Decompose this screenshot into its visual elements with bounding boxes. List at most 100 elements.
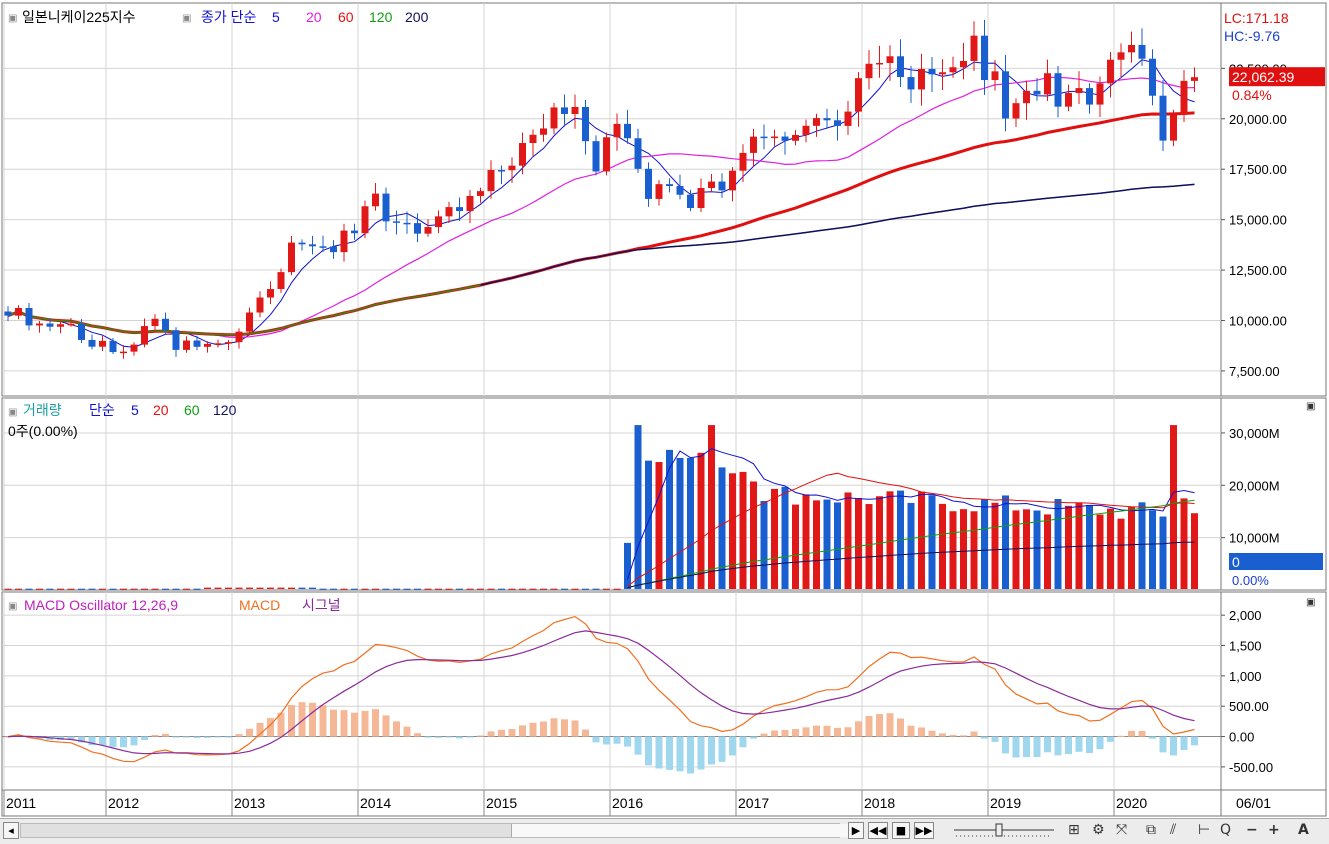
volume-bar[interactable] — [1012, 510, 1020, 589]
candle-body[interactable] — [697, 187, 705, 209]
candle-body[interactable] — [1012, 103, 1020, 119]
candle-body[interactable] — [508, 165, 516, 171]
scroll-left-button[interactable]: ◂ — [3, 822, 19, 839]
volume-bar[interactable] — [4, 588, 12, 590]
candle-body[interactable] — [970, 35, 978, 61]
candle-body[interactable] — [1086, 88, 1093, 105]
candle-body[interactable] — [120, 351, 127, 354]
candle-body[interactable] — [771, 136, 778, 139]
volume-bar[interactable] — [771, 488, 778, 589]
volume-bar[interactable] — [435, 588, 442, 590]
volume-bar[interactable] — [960, 509, 967, 589]
candle-body[interactable] — [876, 62, 883, 65]
volume-bar[interactable] — [372, 588, 379, 590]
candle-body[interactable] — [15, 307, 22, 316]
volume-bar[interactable] — [907, 502, 915, 589]
volume-bar[interactable] — [802, 494, 810, 589]
volume-bar[interactable] — [477, 588, 484, 590]
volume-bar[interactable] — [25, 588, 33, 590]
volume-bar[interactable] — [1128, 507, 1135, 589]
candle-body[interactable] — [456, 207, 463, 212]
candle-body[interactable] — [729, 170, 736, 191]
volume-bar[interactable] — [487, 588, 495, 590]
volume-bar[interactable] — [1044, 514, 1051, 589]
volume-bar[interactable] — [172, 588, 180, 590]
volume-bar[interactable] — [1033, 510, 1041, 589]
candle-body[interactable] — [36, 323, 43, 326]
candle-body[interactable] — [67, 323, 75, 326]
candle-body[interactable] — [298, 242, 306, 245]
candle-body[interactable] — [277, 272, 285, 290]
candle-body[interactable] — [928, 68, 936, 75]
candle-body[interactable] — [624, 123, 631, 139]
candle-body[interactable] — [561, 107, 568, 115]
volume-bar[interactable] — [844, 492, 852, 589]
volume-bar[interactable] — [697, 452, 705, 589]
volume-bar[interactable] — [750, 481, 757, 589]
volume-bar[interactable] — [1149, 510, 1156, 589]
candle-body[interactable] — [235, 331, 243, 343]
candle-body[interactable] — [834, 120, 841, 126]
volume-bar[interactable] — [592, 588, 600, 590]
volume-bar[interactable] — [340, 588, 348, 590]
volume-bar[interactable] — [519, 588, 526, 590]
volume-bar[interactable] — [718, 467, 726, 589]
volume-bar[interactable] — [582, 588, 589, 590]
volume-bar[interactable] — [991, 502, 999, 589]
candle-body[interactable] — [1107, 59, 1114, 84]
volume-bar[interactable] — [246, 587, 253, 589]
candle-body[interactable] — [351, 230, 358, 234]
volume-bar[interactable] — [1002, 495, 1009, 589]
candle-body[interactable] — [57, 324, 64, 327]
candle-body[interactable] — [183, 340, 190, 350]
candle-body[interactable] — [1054, 73, 1062, 107]
volume-bar[interactable] — [456, 588, 463, 590]
candle-body[interactable] — [99, 340, 106, 347]
candle-body[interactable] — [130, 344, 138, 352]
candle-body[interactable] — [267, 289, 274, 298]
volume-bar[interactable] — [414, 588, 421, 590]
volume-bar[interactable] — [645, 460, 652, 589]
candle-body[interactable] — [151, 318, 159, 327]
volume-bar[interactable] — [687, 458, 694, 589]
candle-body[interactable] — [540, 128, 547, 135]
candle-body[interactable] — [739, 152, 747, 171]
volume-bar[interactable] — [109, 588, 117, 590]
forward-button[interactable]: ▶▶ — [914, 822, 934, 839]
candle-body[interactable] — [193, 340, 201, 347]
candle-body[interactable] — [498, 170, 505, 172]
volume-bar[interactable] — [1191, 513, 1198, 589]
volume-bar[interactable] — [655, 462, 663, 589]
panel-icon[interactable]: ⊞ — [1068, 822, 1080, 838]
candle-body[interactable] — [676, 186, 684, 195]
candle-body[interactable] — [960, 60, 967, 68]
volume-bar[interactable] — [309, 587, 316, 589]
candle-body[interactable] — [424, 227, 432, 234]
copy-icon[interactable]: ⧉ — [1146, 822, 1156, 838]
candle-body[interactable] — [855, 78, 862, 112]
candle-body[interactable] — [918, 68, 925, 90]
volume-bar[interactable] — [277, 587, 285, 589]
volume-bar[interactable] — [739, 471, 747, 589]
volume-bar[interactable] — [792, 504, 799, 589]
candle-body[interactable] — [634, 138, 642, 169]
candle-body[interactable] — [477, 191, 484, 196]
volume-bar[interactable] — [235, 587, 243, 589]
volume-bar[interactable] — [813, 500, 820, 589]
candle-body[interactable] — [214, 343, 222, 345]
candle-body[interactable] — [655, 184, 663, 199]
candle-body[interactable] — [1002, 71, 1009, 119]
candle-body[interactable] — [78, 323, 85, 340]
candle-body[interactable] — [802, 125, 810, 135]
candle-body[interactable] — [666, 184, 673, 187]
candle-body[interactable] — [582, 106, 589, 142]
volume-bar[interactable] — [225, 587, 232, 589]
candle-body[interactable] — [886, 56, 894, 63]
volume-bar[interactable] — [760, 500, 768, 589]
volume-bar[interactable] — [15, 588, 22, 590]
candle-body[interactable] — [435, 216, 442, 228]
candle-body[interactable] — [550, 107, 558, 129]
settings-icon[interactable]: ⚙ — [1092, 822, 1105, 838]
stock-chart[interactable]: 22,500.0020,000.0017,500.0015,000.0012,5… — [0, 0, 1329, 818]
candle-body[interactable] — [256, 297, 264, 313]
